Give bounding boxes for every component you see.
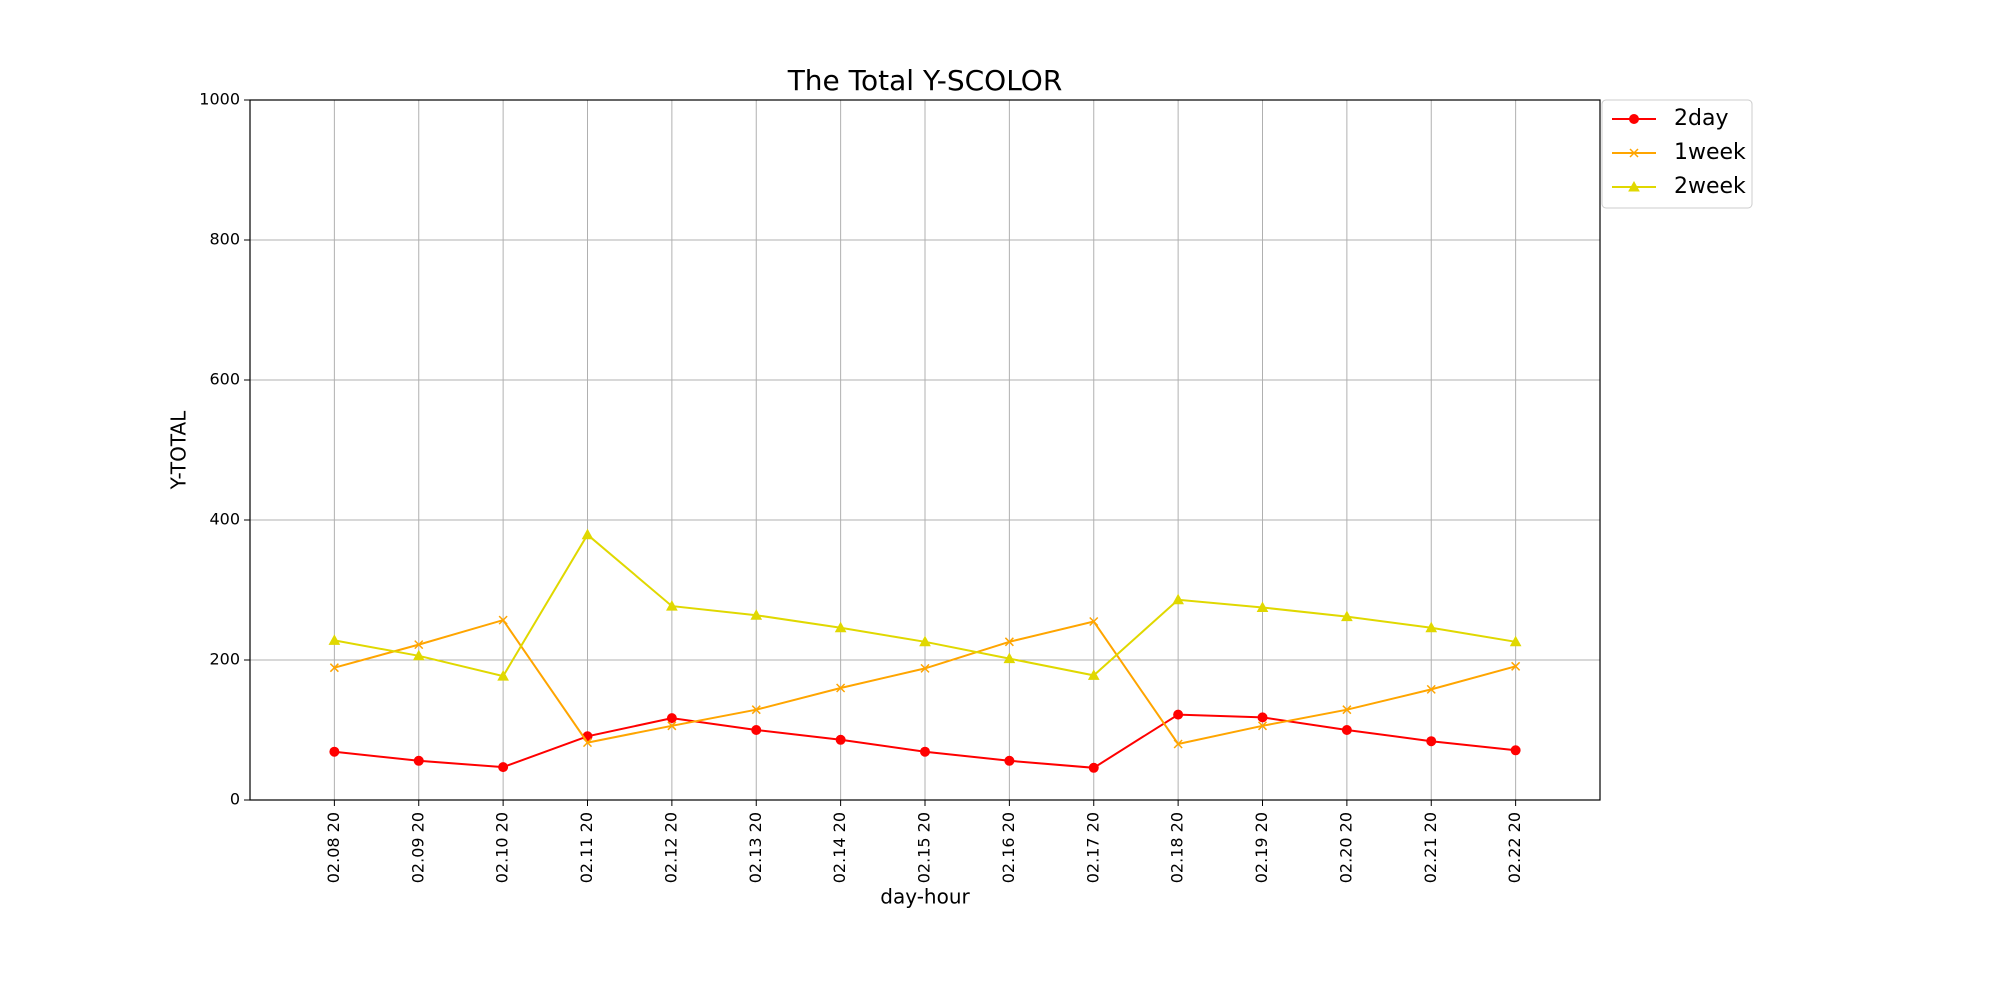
marker	[1257, 721, 1268, 731]
marker	[920, 746, 930, 757]
marker	[414, 640, 424, 650]
marker	[413, 755, 424, 766]
x-tick-label: 02.22 20	[1505, 812, 1524, 883]
marker	[834, 621, 847, 633]
marker	[582, 738, 593, 748]
y-tick-label: 400	[209, 510, 240, 529]
chart-title: The Total Y-SCOLOR	[787, 64, 1063, 97]
marker	[497, 670, 509, 681]
x-tick-label: 02.13 20	[746, 812, 765, 883]
x-tick-label: 02.18 20	[1168, 812, 1187, 883]
marker	[1629, 148, 1639, 158]
marker	[1341, 610, 1353, 622]
marker	[1172, 593, 1184, 605]
x-tick-label: 02.14 20	[830, 812, 849, 883]
y-tick-label: 800	[209, 230, 240, 249]
marker	[666, 713, 677, 724]
marker	[751, 705, 761, 715]
marker	[498, 615, 508, 625]
marker	[1173, 739, 1183, 749]
plot-frame	[249, 99, 1601, 801]
y-tick-label: 0	[230, 790, 240, 809]
marker	[1087, 669, 1100, 680]
x-tick-label: 02.15 20	[915, 812, 934, 883]
marker	[1341, 725, 1352, 735]
marker	[1256, 601, 1269, 612]
x-tick-label: 02.12 20	[661, 812, 680, 883]
marker	[920, 663, 930, 673]
x-tick-label: 02.09 20	[408, 812, 427, 883]
y-tick-label: 200	[209, 650, 240, 669]
marker	[329, 663, 339, 673]
x-tick-label: 02.08 20	[324, 812, 343, 883]
marker	[836, 683, 846, 693]
marker	[1089, 616, 1099, 627]
y-tick-label: 1000	[199, 90, 240, 109]
marker	[1003, 652, 1016, 664]
marker	[329, 746, 340, 757]
marker	[1628, 180, 1640, 192]
marker	[750, 609, 763, 620]
marker	[1257, 712, 1268, 723]
y-axis-label: Y-TOTAL	[167, 410, 191, 491]
marker	[1511, 661, 1521, 671]
marker	[1509, 635, 1522, 647]
marker	[1425, 621, 1438, 633]
marker	[1426, 684, 1436, 694]
legend-box	[1601, 99, 1753, 209]
x-tick-label: 02.10 20	[493, 812, 512, 883]
marker	[835, 734, 846, 745]
x-tick-label: 02.17 20	[1083, 812, 1102, 883]
legend-label: 1week	[1674, 140, 1746, 165]
marker	[1342, 705, 1352, 715]
marker	[1173, 709, 1184, 720]
marker	[1510, 745, 1521, 756]
x-tick-label: 02.19 20	[1252, 812, 1271, 883]
x-tick-label: 02.20 20	[1336, 812, 1355, 883]
x-tick-label: 02.21 20	[1421, 812, 1440, 883]
marker	[1004, 637, 1014, 647]
marker	[581, 528, 594, 540]
legend-label: 2day	[1674, 106, 1728, 131]
marker	[1088, 762, 1099, 773]
x-tick-label: 02.11 20	[577, 812, 596, 883]
marker	[666, 600, 678, 611]
marker	[412, 649, 425, 661]
marker	[328, 634, 341, 645]
marker	[751, 725, 762, 735]
marker	[498, 762, 509, 773]
legend-label: 2week	[1674, 174, 1746, 199]
marker	[919, 635, 931, 647]
marker	[1629, 114, 1639, 124]
marker	[1004, 755, 1015, 766]
marker	[1426, 736, 1437, 747]
marker	[667, 721, 677, 731]
x-tick-label: 02.16 20	[999, 812, 1018, 883]
y-tick-label: 600	[209, 370, 240, 389]
x-axis-label: day-hour	[880, 885, 970, 909]
